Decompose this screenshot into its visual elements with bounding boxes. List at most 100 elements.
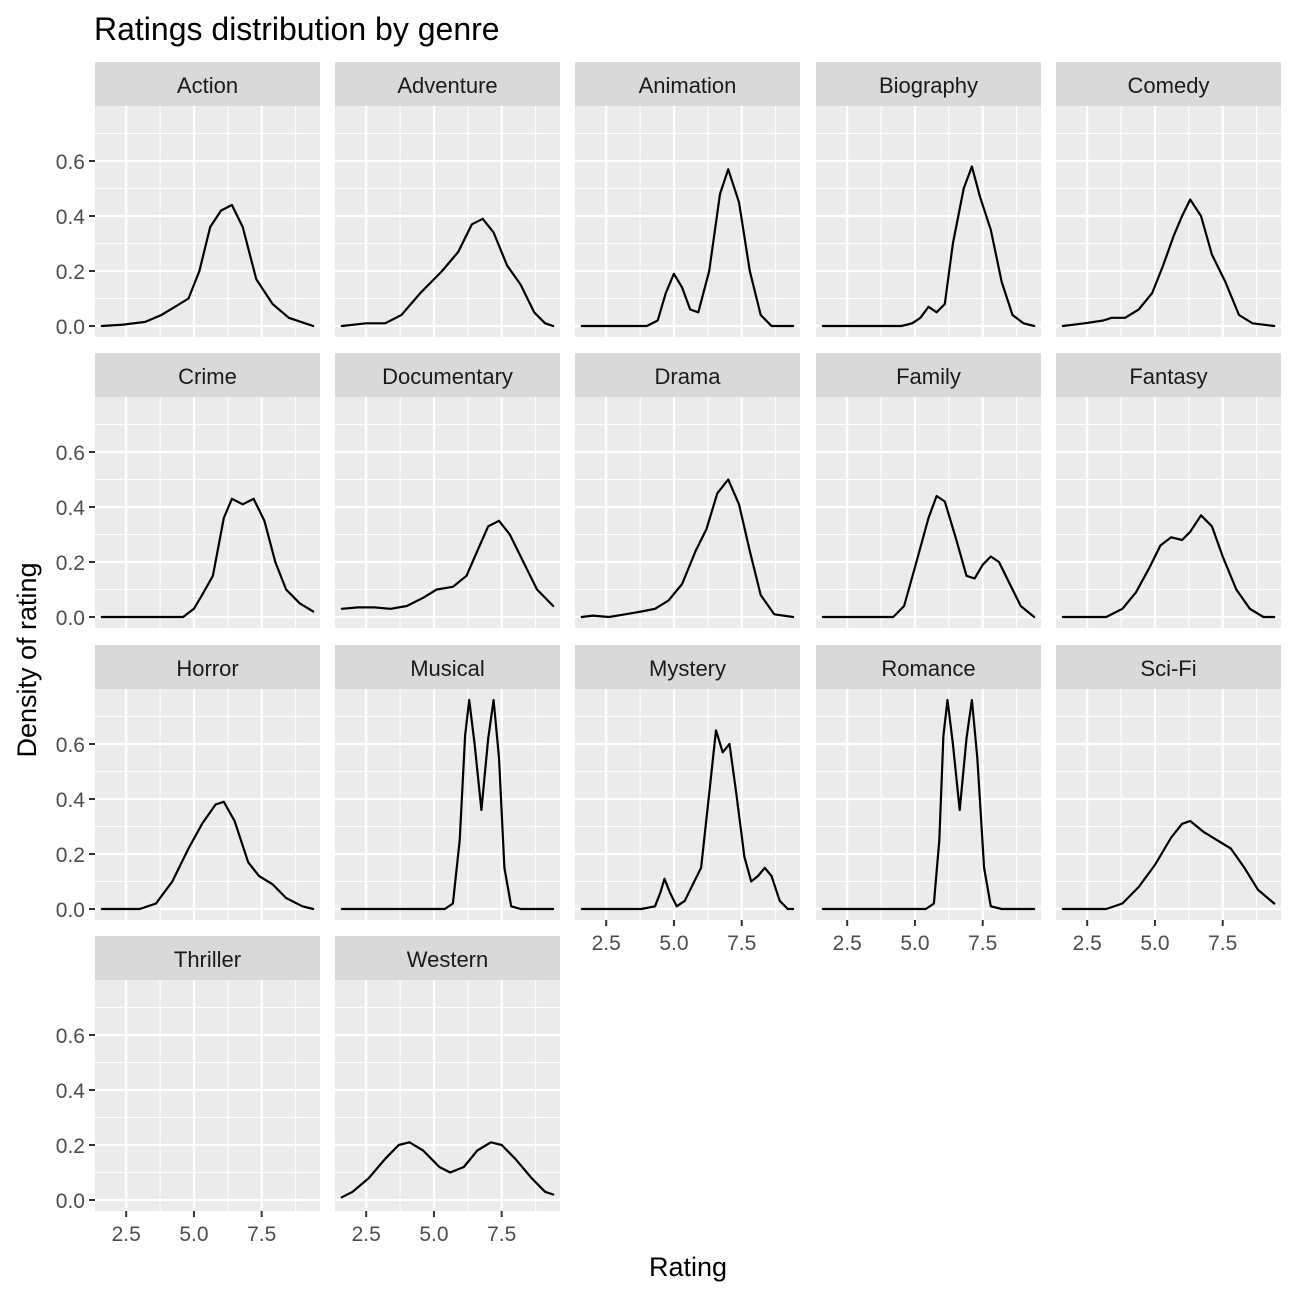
panel-background	[1056, 689, 1281, 920]
y-tick-label: 0.4	[56, 789, 86, 812]
facet-panel: Fantasy	[1056, 353, 1281, 628]
density-line	[340, 698, 555, 911]
facet-strip-label: Family	[896, 364, 961, 389]
facet-panel: Family	[816, 353, 1041, 628]
panel-background	[95, 397, 320, 628]
panel-background	[816, 689, 1041, 920]
y-tick-label: 0.6	[56, 734, 85, 757]
facet-strip-label: Animation	[639, 73, 737, 98]
chart-title: Ratings distribution by genre	[94, 11, 500, 47]
facet-strip-label: Musical	[410, 656, 485, 681]
facet-strip-label: Adventure	[397, 73, 497, 98]
x-tick-label: 2.5	[1073, 932, 1102, 955]
y-tick-label: 0.6	[56, 1025, 85, 1048]
facet-strip	[816, 645, 1041, 689]
density-line	[100, 497, 315, 619]
density-line	[580, 168, 795, 328]
panel-background	[575, 397, 800, 628]
x-tick-label: 5.0	[179, 1223, 208, 1246]
y-tick-label: 0.6	[56, 442, 85, 465]
panel-background	[575, 689, 800, 920]
panel-background	[335, 106, 560, 337]
facet-strip-label: Action	[177, 73, 238, 98]
y-tick-label: 0.4	[56, 497, 86, 520]
density-line	[1061, 514, 1276, 619]
density-line	[580, 729, 795, 911]
x-tick-label: 5.0	[1140, 932, 1169, 955]
facet-strip	[335, 62, 560, 106]
facet-strip	[816, 353, 1041, 397]
facet-strip	[335, 645, 560, 689]
density-line	[340, 1141, 555, 1199]
panel-background	[335, 397, 560, 628]
facet-strip-label: Thriller	[174, 947, 241, 972]
facet-strip	[575, 353, 800, 397]
panel-background	[95, 980, 320, 1211]
facet-panel: Romance 2.5 5.0 7.5	[816, 645, 1041, 955]
facet-strip	[335, 353, 560, 397]
y-tick-label: 0.2	[56, 261, 85, 284]
x-tick-label: 5.0	[900, 932, 929, 955]
facet-panel: Biography	[816, 62, 1041, 337]
facet-strip-label: Documentary	[382, 364, 513, 389]
facet-strip-label: Mystery	[649, 656, 726, 681]
facet-strip	[575, 645, 800, 689]
density-line	[340, 519, 555, 610]
facet-strip-label: Comedy	[1128, 73, 1210, 98]
y-tick-label: 0.0	[56, 1190, 85, 1213]
x-tick-label: 2.5	[592, 932, 621, 955]
facet-panel: Drama	[575, 353, 800, 628]
panel-background	[95, 689, 320, 920]
x-tick-label: 7.5	[968, 932, 997, 955]
panel-background	[335, 980, 560, 1211]
y-tick-label: 0.0	[56, 607, 85, 630]
facet-strip	[1056, 645, 1281, 689]
density-line	[1061, 198, 1276, 328]
x-tick-label: 7.5	[1208, 932, 1237, 955]
x-tick-label: 2.5	[833, 932, 862, 955]
y-tick-label: 0.2	[56, 844, 85, 867]
facet-strip	[95, 936, 320, 980]
x-tick-label: 2.5	[352, 1223, 381, 1246]
y-axis-title: Density of rating	[12, 562, 42, 757]
density-line	[100, 800, 315, 911]
density-line	[580, 478, 795, 619]
y-tick-label: 0.0	[56, 316, 85, 339]
y-tick-label: 0.2	[56, 1135, 85, 1158]
facet-strip	[95, 62, 320, 106]
y-tick-label: 0.6	[56, 151, 85, 174]
facet-strip-label: Biography	[879, 73, 978, 98]
x-tick-label: 7.5	[487, 1223, 516, 1246]
facet-panel: Action 0.0 0.2 0.4 0.6	[56, 62, 320, 339]
facet-strip	[816, 62, 1041, 106]
facet-panel: Horror 0.0 0.2 0.4 0.6	[56, 645, 320, 922]
facet-strip	[335, 936, 560, 980]
facet-strip	[575, 62, 800, 106]
facet-panel: Crime 0.0 0.2 0.4 0.6	[56, 353, 320, 630]
x-tick-label: 5.0	[659, 932, 688, 955]
density-line	[821, 698, 1036, 911]
facet-strip-label: Crime	[178, 364, 237, 389]
facet-strip-label: Western	[407, 947, 489, 972]
density-line	[821, 494, 1036, 619]
panel-background	[1056, 106, 1281, 337]
facet-strip-label: Horror	[176, 656, 238, 681]
y-tick-label: 0.4	[56, 206, 86, 229]
facet-strip	[95, 353, 320, 397]
density-line	[821, 165, 1036, 328]
x-axis-title: Rating	[649, 1252, 727, 1282]
panel-background	[816, 397, 1041, 628]
y-tick-label: 0.2	[56, 552, 85, 575]
facet-panel: Thriller 0.0 0.2 0.4 0.6 2.5 5.0 7.5	[56, 936, 320, 1246]
density-line	[1061, 819, 1276, 911]
facet-panel: Western 2.5 5.0 7.5	[335, 936, 560, 1246]
facet-strip-label: Fantasy	[1129, 364, 1207, 389]
facet-panel: Musical	[335, 645, 560, 920]
facet-strip-label: Drama	[654, 364, 721, 389]
facet-panels: Action 0.0 0.2 0.4 0.6 Adventure Animation Biog…	[56, 62, 1281, 1246]
facet-panel: Comedy	[1056, 62, 1281, 337]
x-tick-label: 7.5	[727, 932, 756, 955]
y-tick-label: 0.4	[56, 1080, 86, 1103]
facet-strip	[1056, 353, 1281, 397]
